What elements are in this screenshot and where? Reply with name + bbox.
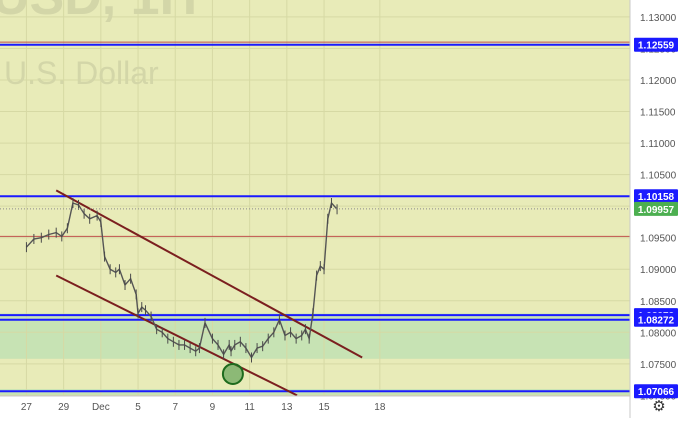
red-line-layer <box>0 41 630 237</box>
time-axis-panel[interactable] <box>0 396 630 418</box>
price-tick-label: 1.11500 <box>640 108 676 119</box>
zone-layer <box>0 313 630 396</box>
price-tick-label: 1.08000 <box>640 328 677 339</box>
current-price-label-text: 1.09957 <box>638 205 675 216</box>
zone-1 <box>0 389 630 396</box>
time-axis-ticks: 27 29 Dec 5 7 9 11 13 15 18 <box>0 395 630 413</box>
level-label-3-box <box>634 312 678 327</box>
current-price-label-box <box>634 201 678 216</box>
level-label-4-text: 1.07066 <box>638 387 675 398</box>
price-series-layer <box>25 198 338 363</box>
price-tick-label: 1.09000 <box>640 265 677 276</box>
watermark-symbol: USD, 1H <box>0 0 197 26</box>
watermark-name: U.S. Dollar <box>4 55 159 91</box>
price-tick-label: 1.10500 <box>640 171 677 182</box>
price-tick-label: 1.12000 <box>640 76 677 87</box>
level-label-1-box <box>634 189 678 204</box>
annotation-layer <box>221 362 244 385</box>
price-tick-label: 1.08500 <box>640 297 677 308</box>
time-tick-label: 29 <box>58 402 70 413</box>
price-tick-label: 1.07500 <box>640 360 677 371</box>
price-tick-label: 1.09500 <box>640 234 677 245</box>
time-tick-label: 15 <box>318 402 330 413</box>
time-tick-label: 18 <box>374 402 386 413</box>
settings-gear-icon[interactable]: ⚙ <box>652 398 666 415</box>
grid-layer <box>0 0 630 396</box>
time-tick-label: 9 <box>210 402 216 413</box>
time-tick-label: 11 <box>244 402 255 413</box>
time-tick-label: 13 <box>281 402 293 413</box>
level-label-0-box <box>634 37 678 52</box>
time-tick-label: 7 <box>172 402 178 413</box>
time-tick-label: 5 <box>135 402 141 413</box>
channel-line-1 <box>55 274 298 397</box>
level-label-1-text: 1.10158 <box>638 192 675 203</box>
level-line-layer <box>0 43 630 393</box>
price-axis-labels: 1.125591.101581.082721.082721.070661.099… <box>634 37 678 399</box>
level-label-4-box <box>634 384 678 399</box>
level-label-3-text: 1.08272 <box>638 316 675 327</box>
zone-0 <box>0 313 630 359</box>
time-tick-label: Dec <box>92 402 110 413</box>
annotation-circle <box>221 362 244 385</box>
level-label-0-text: 1.12559 <box>638 41 675 52</box>
price-tick-label: 1.11000 <box>640 139 676 150</box>
time-tick-label: 27 <box>21 402 33 413</box>
price-tick-label: 1.13000 <box>640 13 677 24</box>
watermark: USD, 1H U.S. Dollar <box>0 0 197 91</box>
